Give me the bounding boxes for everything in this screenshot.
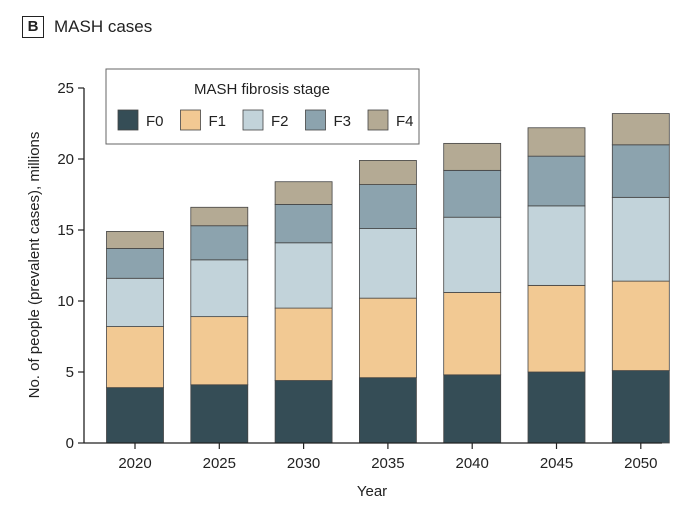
y-tick-label: 15 (57, 222, 74, 239)
bar-segment-f2 (274, 242, 333, 309)
bar-segment-f4 (358, 160, 417, 185)
x-tick-label: 2020 (118, 455, 151, 472)
y-tick-label: 25 (57, 80, 74, 97)
bar-segment-f3 (274, 204, 333, 244)
axes-layer (83, 88, 662, 444)
bar-segment-f2 (527, 205, 586, 286)
y-tick-label: 20 (57, 151, 74, 168)
bar-segment-f3 (527, 155, 586, 207)
panel-letter: B (22, 16, 44, 38)
bar-segment-f2 (443, 216, 502, 293)
bar-segment-f1 (274, 307, 333, 381)
legend-label-f0: F0 (146, 113, 164, 130)
legend-title: MASH fibrosis stage (194, 81, 330, 98)
x-tick-label: 2045 (540, 455, 573, 472)
bar-segment-f0 (106, 387, 164, 444)
bar-segment-f3 (358, 184, 417, 229)
x-tick-label: 2025 (203, 455, 236, 472)
x-ticks: 2020 2025 2030 2035 2040 2045 2050 (118, 443, 657, 472)
x-axis-title: Year (357, 483, 387, 500)
y-tick-label: 5 (66, 364, 74, 381)
legend-items: F0 F1 F2 F3 F4 (117, 109, 414, 131)
bar-segment-f3 (611, 144, 670, 198)
bar-segment-f0 (527, 371, 586, 444)
y-axis-title: No. of people (prevalent cases), million… (26, 132, 43, 399)
bar-segment-f0 (611, 370, 670, 444)
bar-segment-f0 (190, 384, 249, 444)
bar-segment-f4 (274, 181, 333, 205)
bar-segment-f3 (443, 169, 502, 218)
bar-segment-f3 (190, 225, 249, 261)
bar-segment-f1 (358, 297, 417, 379)
y-ticks: 0 5 10 15 20 25 (57, 80, 84, 452)
x-tick-label: 2040 (456, 455, 489, 472)
legend-swatch-f4 (367, 109, 389, 131)
legend-label-f3: F3 (334, 113, 352, 130)
bar-segment-f3 (106, 248, 164, 279)
bar-segment-f1 (443, 292, 502, 376)
bar-segment-f1 (190, 316, 249, 386)
bar-segment-f2 (358, 228, 417, 299)
y-tick-label: 0 (66, 435, 74, 452)
bar-segment-f2 (106, 277, 164, 327)
bar-segment-f4 (443, 142, 502, 171)
legend-label-f4: F4 (396, 113, 414, 130)
bar-segment-f4 (527, 127, 586, 157)
bar-segment-f0 (443, 374, 502, 444)
panel-title: MASH cases (54, 17, 153, 36)
bar-segment-f1 (106, 326, 164, 389)
bar-segment-f1 (611, 280, 670, 371)
legend-box (105, 68, 420, 145)
panel-header: B MASH cases (22, 14, 152, 40)
x-tick-label: 2035 (371, 455, 404, 472)
legend-swatch-f2 (242, 109, 264, 131)
bar-segment-f0 (274, 380, 333, 444)
legend-label-f1: F1 (209, 113, 227, 130)
legend: MASH fibrosis stage F0 F1 F2 F3 F4 (105, 68, 420, 145)
legend-swatch-f1 (180, 109, 201, 131)
bar-segment-f4 (106, 231, 164, 249)
y-tick-label: 10 (57, 293, 74, 310)
bar-segment-f2 (190, 259, 249, 318)
bar-segment-f4 (190, 206, 249, 227)
x-tick-label: 2050 (624, 455, 657, 472)
legend-swatch-f3 (305, 109, 326, 131)
bars-layer (106, 113, 670, 444)
x-tick-label: 2030 (287, 455, 320, 472)
bar-segment-f1 (527, 284, 586, 373)
bar-segment-f2 (611, 196, 670, 282)
legend-label-f2: F2 (271, 113, 289, 130)
legend-swatch-f0 (117, 109, 139, 131)
bar-segment-f0 (358, 377, 417, 444)
bar-segment-f4 (611, 113, 670, 146)
